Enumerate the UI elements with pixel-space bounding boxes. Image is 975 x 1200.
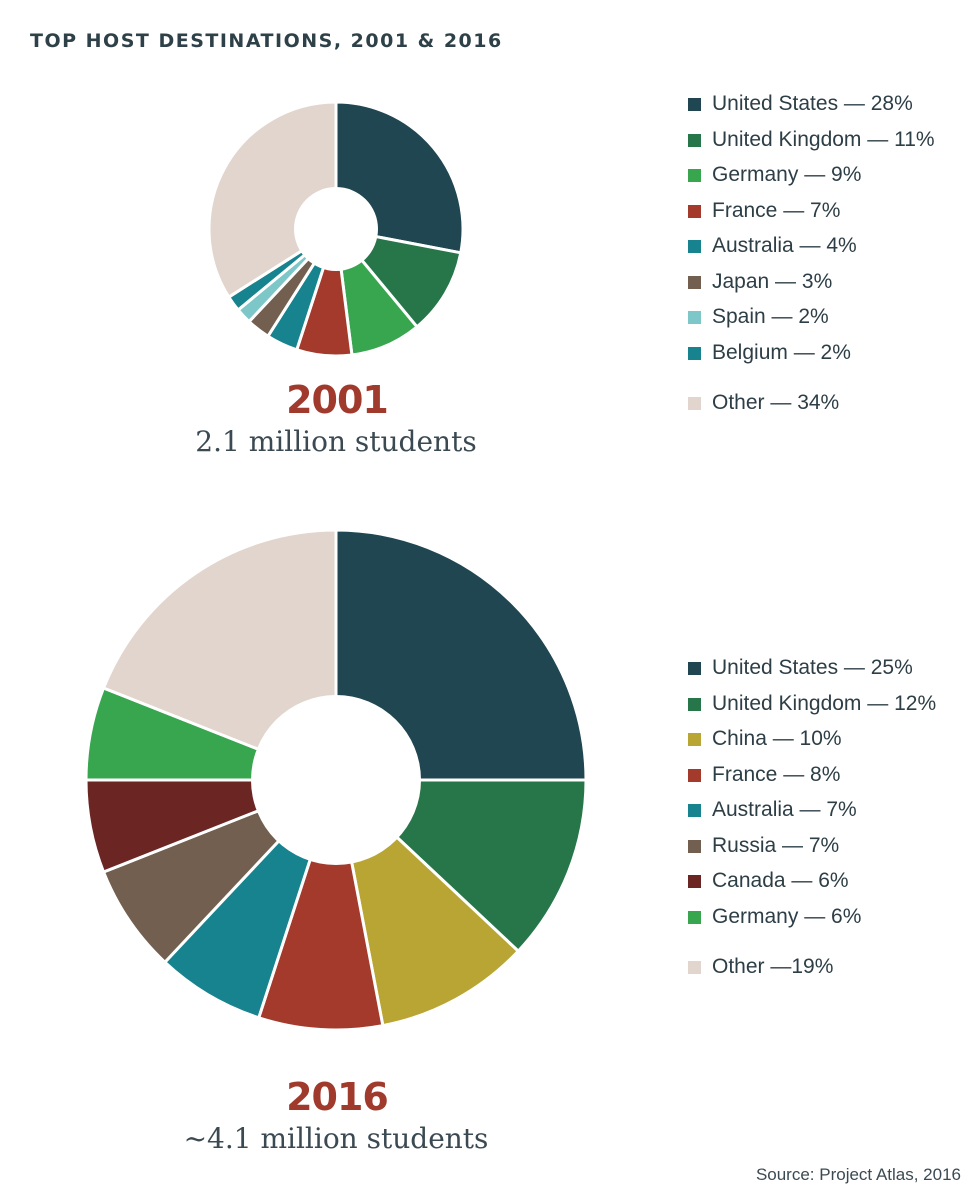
legend-swatch (688, 697, 701, 711)
pie-slice-united-states (334, 528, 588, 782)
legend-label: United Kingdom — 12% (712, 691, 937, 715)
legend-swatch (688, 768, 701, 782)
legend-swatch (688, 875, 701, 888)
legend-label: United Kingdom — 11% (712, 127, 935, 151)
legend-swatch (688, 311, 701, 324)
legend-swatch (688, 804, 701, 817)
chart-subtitle-2016: ~4.1 million students (183, 1122, 489, 1155)
legend-label: Spain — 2% (712, 305, 829, 328)
legend-swatch (688, 910, 701, 924)
legend-swatch (688, 204, 701, 218)
legend-swatch (688, 397, 701, 410)
pie-slice-other (102, 528, 338, 782)
legend-swatch (688, 662, 701, 675)
pie-slice-france (257, 778, 385, 1032)
legend-swatch (688, 169, 701, 182)
legend-swatch (688, 98, 701, 111)
legend-label: Germany — 6% (712, 904, 862, 928)
chart-title-2016: 2016 (286, 1075, 389, 1119)
legend-label: Germany — 9% (712, 163, 862, 186)
legend-label: Other — 34% (712, 391, 840, 414)
donut-hole (251, 695, 421, 865)
legend-label: China — 10% (712, 727, 842, 750)
chart-subtitle-2001: 2.1 million students (195, 425, 477, 458)
legend-label: France — 7% (712, 198, 841, 222)
legend-label: Japan — 3% (712, 269, 833, 293)
legend-label: France — 8% (712, 762, 841, 786)
legend-swatch (688, 240, 701, 253)
legend-swatch (688, 839, 701, 853)
legend-swatch (688, 133, 701, 147)
legend-swatch (688, 733, 701, 746)
legend-swatch (688, 961, 701, 974)
legend-label: Australia — 4% (712, 234, 857, 257)
legend-swatch (688, 346, 701, 360)
page-title: TOP HOST DESTINATIONS, 2001 & 2016 (30, 30, 503, 52)
legend-label: Belgium — 2% (712, 340, 851, 364)
legend-label: United States — 28% (712, 92, 913, 115)
donut-hole (294, 187, 378, 271)
legend-label: Russia — 7% (712, 833, 840, 857)
legend-label: United States — 25% (712, 656, 913, 679)
legend-swatch (688, 275, 701, 289)
chart-title-2001: 2001 (286, 378, 389, 422)
legend-label: Canada — 6% (712, 869, 849, 892)
source-note: Source: Project Atlas, 2016 (755, 1165, 961, 1184)
legend-label: Australia — 7% (712, 798, 857, 821)
legend-label: Other —19% (712, 955, 834, 978)
